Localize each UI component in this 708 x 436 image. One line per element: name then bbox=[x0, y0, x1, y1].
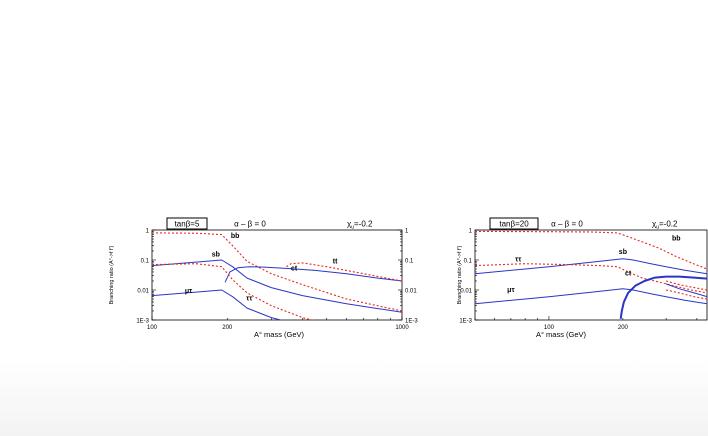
x-tick-label: 1000 bbox=[395, 325, 409, 331]
curve-label: bb bbox=[672, 235, 681, 242]
y-tick-label: 1E-3 bbox=[459, 319, 472, 325]
y-tick-label: 1 bbox=[146, 229, 150, 235]
y-tick-label: 0.01 bbox=[460, 289, 472, 295]
header-tag-box bbox=[166, 217, 208, 230]
y-axis-label: Branching ratio (A°->f f') bbox=[109, 245, 115, 304]
x-tick-label: 200 bbox=[222, 325, 233, 331]
header-tag-box bbox=[489, 217, 539, 230]
curve-label: ττ bbox=[246, 295, 253, 302]
series-line-sb bbox=[475, 258, 707, 275]
x-axis-label: A° mass (GeV) bbox=[254, 330, 305, 339]
series-line-ct bbox=[619, 275, 707, 319]
y-tick-label: 0.01 bbox=[137, 289, 149, 295]
y-tick-label-right: 1E-3 bbox=[405, 319, 418, 325]
chart-panel-1: tanβ=5 α – β = 0 χu=-0.2 1 1 0.1 0.1 0.01 0.01 1E… bbox=[109, 217, 418, 339]
series-line-bb bbox=[152, 232, 402, 312]
curve-label: ττ bbox=[515, 256, 522, 263]
series-line-sb bbox=[152, 259, 402, 313]
header-chi: χu=-0.2 bbox=[652, 220, 678, 231]
x-axis-label: A° mass (GeV) bbox=[536, 330, 587, 339]
curve-label: bb bbox=[231, 233, 240, 240]
curve-label: ct bbox=[625, 271, 632, 278]
header-chi: χu=-0.2 bbox=[347, 220, 373, 231]
curve-label: sb bbox=[212, 252, 220, 259]
curve-label: μτ bbox=[185, 288, 193, 295]
page-bottom-shade bbox=[0, 360, 708, 436]
curve-label: tt bbox=[333, 259, 338, 266]
y-tick-label-right: 0.1 bbox=[405, 259, 414, 265]
series-line-mutau bbox=[152, 289, 283, 320]
x-tick-label: 100 bbox=[544, 325, 555, 331]
x-tick-label: 200 bbox=[618, 325, 629, 331]
y-tick-label: 0.1 bbox=[464, 259, 473, 265]
x-tick-label: 100 bbox=[147, 325, 158, 331]
y-tick-label: 0.1 bbox=[141, 259, 150, 265]
y-tick-label: 1 bbox=[469, 229, 473, 235]
header-alpha-beta: α – β = 0 bbox=[551, 220, 583, 229]
series-line-tt bbox=[286, 262, 402, 282]
y-tick-label-right: 0.01 bbox=[405, 289, 417, 295]
series-line-mutau bbox=[475, 288, 707, 305]
header-tag: tanβ=20 bbox=[499, 220, 529, 229]
plot-frame bbox=[474, 229, 708, 321]
curve-label: ct bbox=[291, 265, 298, 272]
series-line-unlabeled-6 bbox=[665, 289, 707, 300]
series-line-ct bbox=[224, 266, 402, 283]
y-tick-label-right: 1 bbox=[405, 229, 409, 235]
curve-label: sb bbox=[619, 249, 627, 256]
y-axis-label: Branching ratio (A°->f f') bbox=[457, 245, 463, 304]
curves bbox=[475, 230, 707, 319]
header-tag: tanβ=5 bbox=[175, 220, 200, 229]
series-line-bb bbox=[475, 230, 707, 270]
curve-label: μτ bbox=[507, 287, 515, 294]
series-line-unlabeled-5 bbox=[665, 280, 707, 291]
series-line-tautau bbox=[152, 263, 314, 320]
chart-panel-2: tanβ=20 α – β = 0 χu=-0.2 1 0.1 0.01 1E-3 100 20… bbox=[457, 217, 708, 339]
curves bbox=[152, 232, 402, 320]
plot-frame bbox=[151, 229, 403, 321]
series-line-unlabeled-7 bbox=[665, 283, 707, 298]
header-alpha-beta: α – β = 0 bbox=[234, 220, 266, 229]
y-tick-label: 1E-3 bbox=[136, 319, 149, 325]
